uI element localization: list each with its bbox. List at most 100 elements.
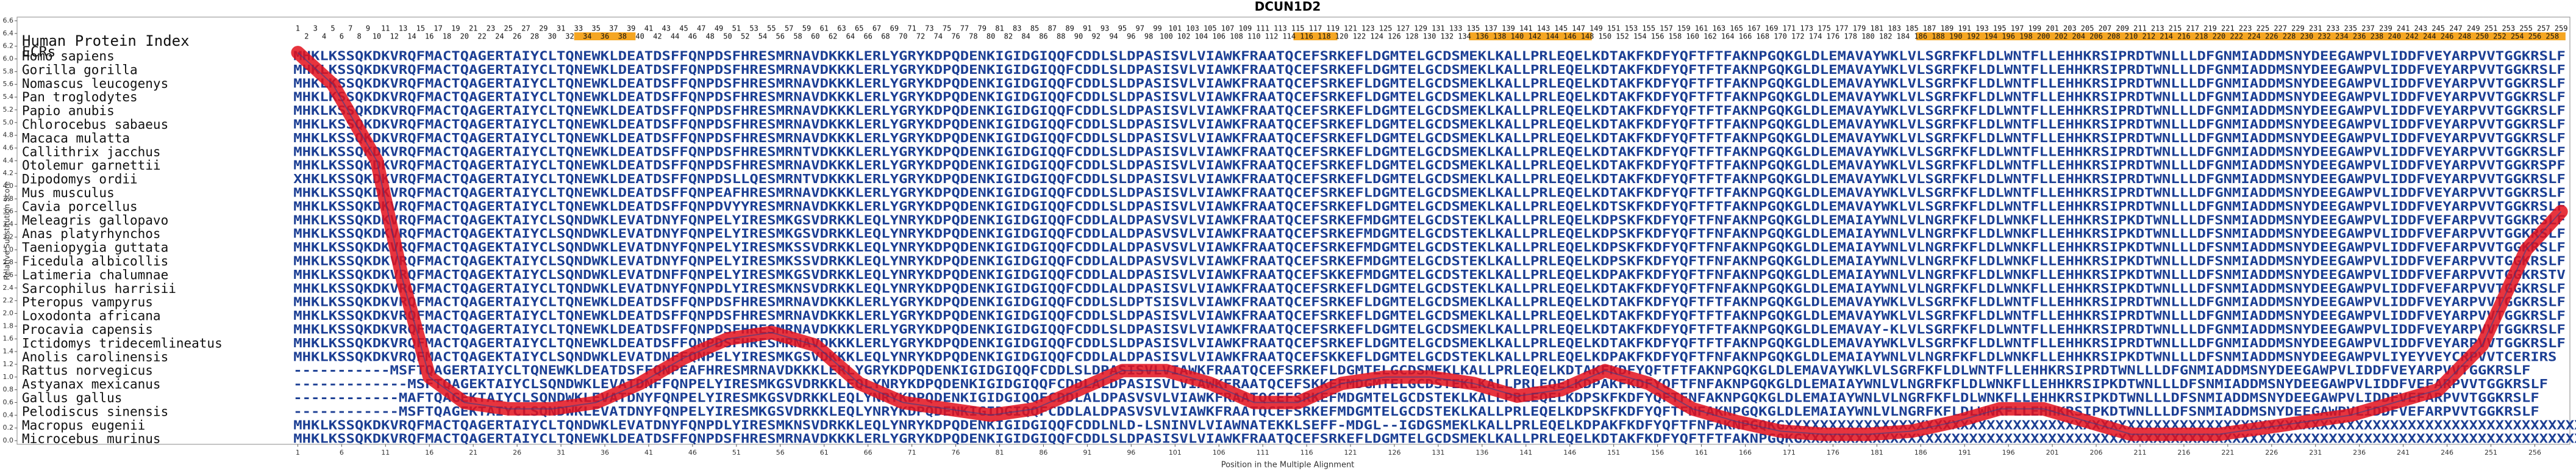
x-tick-label: 191 [1958, 449, 1971, 457]
protein-index: 52 [741, 32, 749, 41]
protein-index: 82 [1004, 32, 1013, 41]
sequence: MHKLKSSQKDKVRQFMACTQAGERTAIYCLTQNEWKLDEA… [293, 295, 2566, 309]
x-tick-label: 146 [1563, 449, 1576, 457]
y-tick-label: 6.4 [3, 29, 14, 37]
protein-index: 236 [2353, 32, 2366, 41]
protein-index: 217 [2186, 24, 2199, 33]
protein-index: 96 [1127, 32, 1135, 41]
x-tick-label: 201 [2046, 449, 2059, 457]
protein-index: 105 [1204, 24, 1217, 33]
y-tick-label: 3.8 [3, 195, 14, 203]
y-tick-label: 1.4 [3, 347, 14, 355]
protein-index: 7 [348, 24, 352, 33]
x-tick-label: 61 [820, 449, 829, 457]
sequence: MHKLKSSQKDKVRQFMACTQAGERTAIYCLTQNDWKLEVA… [293, 281, 2566, 295]
y-tick-label: 4.2 [3, 169, 14, 177]
row-header: Human Protein Index [22, 32, 190, 49]
protein-index: 252 [2493, 32, 2506, 41]
protein-index: 100 [1160, 32, 1173, 41]
ecr-region [1293, 32, 1338, 40]
protein-index: 253 [2502, 24, 2515, 33]
y-tick-label: 6.2 [3, 42, 14, 50]
protein-index: 246 [2441, 32, 2454, 41]
x-tick-label: 16 [425, 449, 433, 457]
protein-index: 166 [1739, 32, 1752, 41]
protein-index: 64 [846, 32, 855, 41]
protein-index: 207 [2099, 24, 2112, 33]
x-tick-label: 206 [2090, 449, 2103, 457]
protein-index: 4 [322, 32, 326, 41]
protein-index: 220 [2213, 32, 2226, 41]
protein-index: 197 [2011, 24, 2024, 33]
species-name: Loxodonta africana [22, 309, 161, 323]
protein-index: 165 [1730, 24, 1743, 33]
protein-index: 146 [1563, 32, 1577, 41]
protein-index: 182 [1879, 32, 1893, 41]
protein-index: 152 [1616, 32, 1629, 41]
protein-index: 171 [1783, 24, 1796, 33]
sequence: MHKLKSSQKDKVRQFMACTQAGERTAIYCLTQNEWKLDEA… [293, 186, 2566, 200]
y-tick-label: 5.2 [3, 106, 14, 114]
protein-index: 124 [1370, 32, 1383, 41]
protein-index: 49 [715, 24, 723, 33]
protein-index: 20 [460, 32, 469, 41]
x-tick-label: 136 [1475, 449, 1488, 457]
protein-index: 47 [697, 24, 705, 33]
protein-index: 2 [304, 32, 309, 41]
protein-index: 23 [487, 24, 495, 33]
protein-index: 55 [767, 24, 776, 33]
protein-index: 116 [1300, 32, 1313, 41]
sequence: MHKLKSSQKDKVRQFMACTQAGEKTAIYCLSQNDWKLEVA… [293, 267, 2566, 282]
y-tick-label: 2.2 [3, 297, 14, 305]
protein-index: 150 [1598, 32, 1611, 41]
x-tick-label: 41 [644, 449, 653, 457]
protein-index: 60 [811, 32, 819, 41]
sequence: XHKLKSSQKDKVRQFMACTQAGERTAIYCLTQNEWKLDEA… [293, 172, 2566, 186]
protein-index: 196 [2002, 32, 2015, 41]
protein-index: 172 [1791, 32, 1805, 41]
species-name: Macaca mulatta [22, 131, 130, 145]
protein-index: 126 [1388, 32, 1401, 41]
protein-index: 8 [357, 32, 362, 41]
protein-index: 89 [1065, 24, 1074, 33]
protein-index: 241 [2397, 24, 2410, 33]
protein-index: 170 [1774, 32, 1787, 41]
protein-index: 243 [2414, 24, 2428, 33]
protein-index: 201 [2046, 24, 2059, 33]
protein-index: 50 [723, 32, 732, 41]
protein-index: 227 [2274, 24, 2287, 33]
x-tick-label: 211 [2133, 449, 2146, 457]
protein-index: 132 [1440, 32, 1454, 41]
sequence: MHKLKSSQKDKVRQFMACTQAGERTAIYCLTQNEWKLDEA… [293, 144, 2566, 159]
x-tick-label: 256 [2528, 449, 2541, 457]
protein-index: 113 [1274, 24, 1287, 33]
protein-index: 111 [1256, 24, 1269, 33]
sequence: MHKLKSSQKDKVRQFMACTQAGERTAIYCLTQNEWKLDEA… [293, 308, 2566, 323]
protein-index: 203 [2063, 24, 2077, 33]
protein-index: 181 [1870, 24, 1883, 33]
x-tick-label: 76 [952, 449, 960, 457]
protein-index: 242 [2405, 32, 2419, 41]
protein-index: 179 [1853, 24, 1866, 33]
protein-index: 108 [1230, 32, 1243, 41]
protein-index: 186 [1914, 32, 1927, 41]
x-tick-label: 226 [2265, 449, 2278, 457]
protein-index: 104 [1195, 32, 1208, 41]
species-name: Otolemur garnettii [22, 158, 161, 173]
protein-index: 176 [1827, 32, 1840, 41]
protein-index: 216 [2177, 32, 2191, 41]
protein-index: 51 [732, 24, 741, 33]
protein-index: 44 [671, 32, 679, 41]
species-name: Cavia porcellus [22, 199, 138, 214]
x-tick-label: 126 [1388, 449, 1400, 457]
protein-index: 78 [969, 32, 977, 41]
protein-index: 245 [2432, 24, 2445, 33]
y-tick-label: 3.4 [3, 220, 14, 228]
protein-index: 151 [1607, 24, 1621, 33]
protein-index: 251 [2485, 24, 2498, 33]
protein-index: 86 [1039, 32, 1047, 41]
protein-index: 40 [635, 32, 644, 41]
protein-index: 87 [1048, 24, 1057, 33]
protein-index: 255 [2519, 24, 2533, 33]
protein-index: 129 [1414, 24, 1427, 33]
